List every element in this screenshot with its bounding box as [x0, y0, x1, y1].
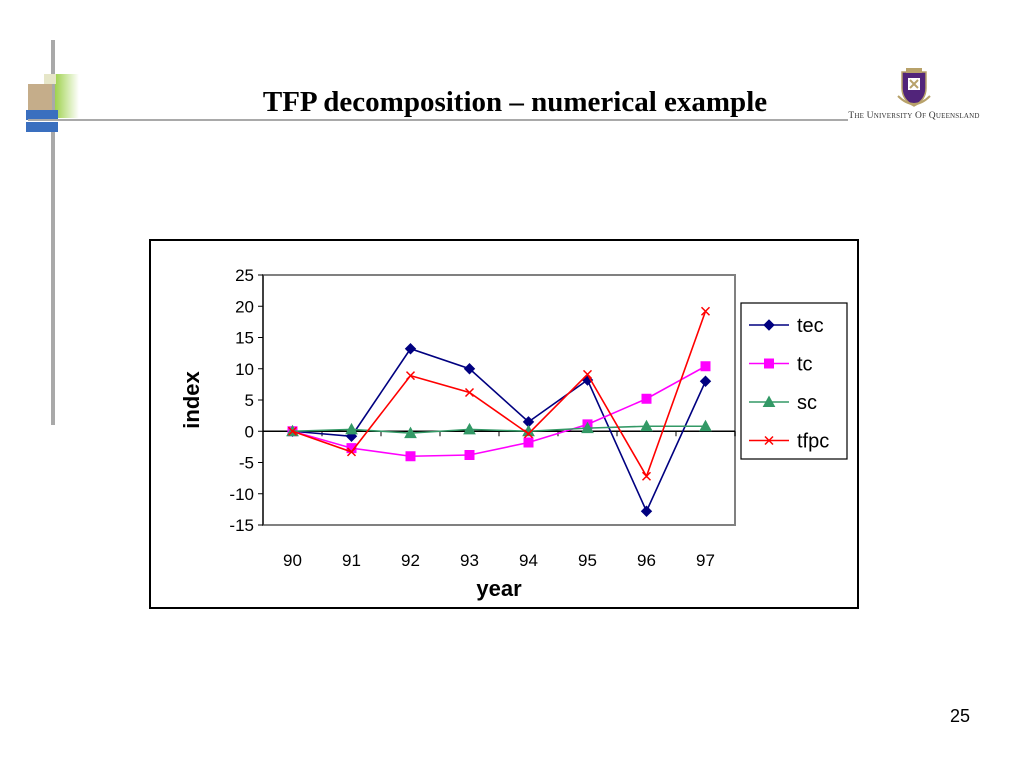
legend-label-sc: sc: [797, 392, 817, 414]
data-point-tfpc: [700, 306, 711, 316]
deco-block-blue-line: [26, 120, 58, 122]
data-point-tfpc: [346, 447, 357, 457]
series-line-sc: [292, 425, 706, 434]
x-tick-label: 91: [342, 551, 361, 570]
line-chart: 25 20 15 10 5 0 -5 -10 -15 90 91 92 93 94 95 96 97 year in…: [179, 266, 848, 601]
x-axis-title: year: [476, 576, 522, 601]
x-tick-label: 96: [637, 551, 656, 570]
legend-marker-tec: [763, 319, 775, 331]
deco-block-tan: [28, 84, 52, 110]
data-point-sc: [640, 419, 653, 432]
series-line-tfpc: [292, 310, 707, 479]
title-underline: [28, 119, 848, 121]
legend-box: [740, 302, 848, 460]
data-point-tec: [640, 505, 653, 517]
logo-text: The University Of Queensland: [848, 111, 980, 121]
legend-label-tec: tec: [797, 315, 824, 337]
data-point-sc: [699, 419, 712, 432]
data-point-tfpc: [464, 387, 475, 398]
y-tick-label: 25: [235, 266, 254, 285]
data-point-tec: [404, 343, 417, 355]
y-axis-title: index: [179, 371, 204, 429]
x-tick-label: 97: [696, 551, 715, 570]
legend-label-tc: tc: [797, 354, 813, 376]
series-line-tec: [292, 347, 707, 514]
deco-vertical-bar: [51, 40, 55, 425]
y-tick-label: 0: [245, 422, 254, 441]
legend-marker-sc: [762, 395, 776, 407]
corner-decoration: [0, 0, 90, 425]
data-point-sc: [345, 422, 358, 435]
y-tick-label: 15: [235, 329, 254, 348]
data-point-tec: [699, 375, 712, 387]
y-tick-label: 20: [235, 297, 254, 316]
data-point-sc: [404, 426, 417, 439]
chart-frame: 25 20 15 10 5 0 -5 -10 -15 90 91 92 93 94 95 96 97 year in…: [149, 239, 859, 609]
x-tick-label: 94: [519, 551, 538, 570]
deco-block-green: [55, 74, 79, 118]
crest-icon: [897, 68, 931, 107]
data-point-tfpc: [523, 429, 534, 439]
slide-title: TFP decomposition – numerical example: [262, 86, 768, 118]
plot-area: [262, 274, 736, 526]
data-point-tec: [463, 363, 476, 375]
data-point-tfpc: [287, 426, 298, 436]
series-line-tc: [292, 365, 706, 458]
data-point-sc: [581, 421, 594, 434]
page-number: 25: [949, 706, 970, 726]
data-point-tfpc: [641, 471, 652, 481]
x-tick-label: 93: [460, 551, 479, 570]
deco-block-lightgreen: [44, 74, 56, 84]
y-tick-label: -15: [229, 516, 254, 535]
y-tick-label: -5: [239, 454, 254, 473]
x-tick-label: 95: [578, 551, 597, 570]
university-logo: The University Of Queensland: [836, 66, 992, 126]
legend-label-tfpc: tfpc: [797, 431, 829, 453]
data-point-tc: [464, 450, 475, 460]
y-tick-label: 10: [235, 360, 254, 379]
data-point-tfpc: [582, 369, 593, 379]
x-tick-label: 90: [283, 551, 302, 570]
legend-marker-tfpc: [764, 435, 774, 446]
data-point-tfpc: [405, 371, 416, 381]
data-point-tc: [405, 451, 416, 462]
data-point-tc: [641, 393, 652, 404]
data-point-sc: [463, 422, 476, 435]
y-tick-label: -10: [229, 485, 254, 504]
y-tick-label: 5: [245, 391, 254, 410]
legend-marker-tc: [764, 358, 774, 369]
data-point-tc: [523, 437, 534, 448]
x-tick-label: 92: [401, 551, 420, 570]
data-point-tc: [700, 361, 711, 372]
